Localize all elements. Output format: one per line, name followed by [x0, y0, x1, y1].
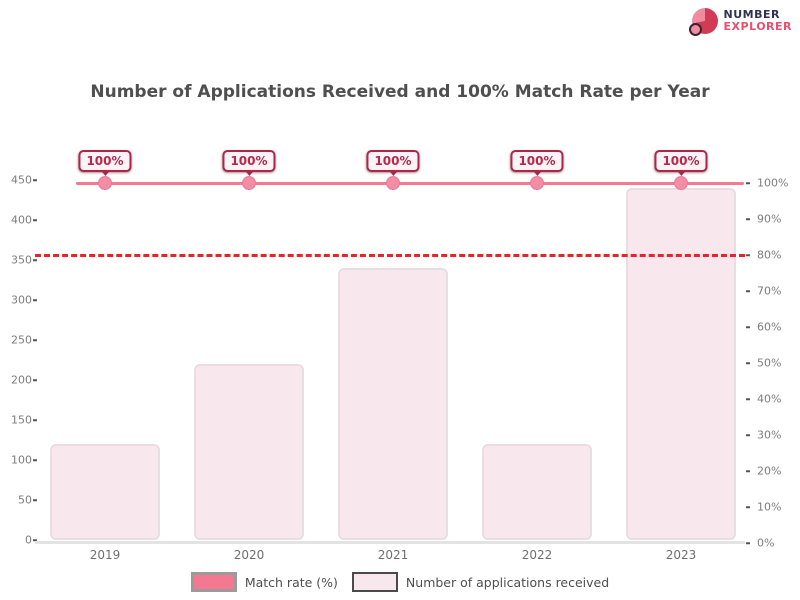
- match-rate-point-2020[interactable]: [242, 176, 256, 190]
- left-axis-tick-mark: [33, 499, 37, 501]
- right-axis-tick-mark: [746, 254, 750, 256]
- right-axis-tick-label: 50%: [757, 356, 782, 370]
- chart-title: Number of Applications Received and 100%…: [90, 82, 710, 102]
- legend-label-0: Match rate (%): [244, 574, 338, 590]
- right-axis-tick-mark: [746, 326, 750, 328]
- right-axis-tick-label: 40%: [757, 392, 782, 406]
- right-axis-tick-label: 10%: [757, 500, 782, 514]
- left-axis-tick-mark: [33, 219, 37, 221]
- x-axis-label-2021: 2021: [377, 548, 409, 562]
- right-axis-tick-label: 60%: [757, 320, 782, 334]
- x-axis-label-2023: 2023: [665, 548, 697, 562]
- match-rate-badge-2023[interactable]: 100%: [654, 150, 708, 172]
- right-axis-tick-mark: [746, 506, 750, 508]
- right-axis-tick-mark: [746, 182, 750, 184]
- bar-2023[interactable]: [626, 188, 736, 540]
- legend-swatch-1: [351, 572, 398, 592]
- legend-item-1[interactable]: Number of applications received: [351, 572, 610, 592]
- match-rate-point-2019[interactable]: [98, 176, 112, 190]
- left-axis-tick-mark: [33, 459, 37, 461]
- left-axis-tick-mark: [33, 259, 37, 261]
- legend-swatch-0: [190, 572, 237, 592]
- left-axis-tick-label: 300: [11, 293, 32, 307]
- right-axis-tick-label: 80%: [757, 248, 782, 262]
- match-rate-badge-2022[interactable]: 100%: [510, 150, 564, 172]
- right-axis-tick-mark: [746, 470, 750, 472]
- right-axis-tick-mark: [746, 290, 750, 292]
- left-axis-tick-label: 250: [11, 333, 32, 347]
- legend: Match rate (%) Number of applications rec…: [0, 572, 800, 592]
- match-rate-point-2023[interactable]: [674, 176, 688, 190]
- right-axis-tick-label: 30%: [757, 428, 782, 442]
- logo-text: NUMBER EXPLORER: [724, 9, 792, 32]
- right-axis-tick-label: 70%: [757, 284, 782, 298]
- right-axis-tick-mark: [746, 542, 750, 544]
- x-axis-label-2020: 2020: [233, 548, 265, 562]
- x-axis-line: [35, 541, 745, 544]
- left-axis-tick-label: 350: [11, 253, 32, 267]
- right-axis-tick-mark: [746, 362, 750, 364]
- left-axis-tick-label: 100: [11, 453, 32, 467]
- match-rate-badge-2020[interactable]: 100%: [222, 150, 276, 172]
- left-axis-tick-mark: [33, 419, 37, 421]
- right-axis-tick-label: 20%: [757, 464, 782, 478]
- bar-2019[interactable]: [50, 444, 160, 540]
- left-axis-tick-label: 450: [11, 173, 32, 187]
- bar-2020[interactable]: [194, 364, 304, 540]
- right-axis-tick-mark: [746, 398, 750, 400]
- right-axis-tick-label: 0%: [757, 536, 775, 550]
- match-rate-badge-2019[interactable]: 100%: [78, 150, 132, 172]
- left-axis-tick-label: 200: [11, 373, 32, 387]
- app-logo[interactable]: NUMBER EXPLORER: [688, 8, 792, 36]
- match-rate-line: [76, 181, 744, 185]
- right-axis-tick-label: 100%: [757, 176, 789, 190]
- right-axis-tick-label: 90%: [757, 212, 782, 226]
- left-axis-tick-label: 150: [11, 413, 32, 427]
- left-axis-tick-mark: [33, 179, 37, 181]
- logo-line1: NUMBER: [723, 8, 780, 22]
- threshold-line: [35, 254, 745, 257]
- pie-chart-logo-icon: [688, 8, 718, 36]
- left-axis-tick-label: 50: [18, 493, 32, 507]
- x-axis-label-2022: 2022: [521, 548, 553, 562]
- logo-line2: EXPLORER: [723, 20, 792, 33]
- right-axis-tick-mark: [746, 434, 750, 436]
- left-axis-tick-mark: [33, 539, 37, 541]
- left-axis-tick-mark: [33, 339, 37, 341]
- left-axis-tick-label: 400: [11, 213, 32, 227]
- bar-2022[interactable]: [482, 444, 592, 540]
- left-axis-tick-mark: [33, 299, 37, 301]
- legend-item-0[interactable]: Match rate (%): [190, 572, 338, 592]
- match-rate-point-2022[interactable]: [530, 176, 544, 190]
- match-rate-badge-2021[interactable]: 100%: [366, 150, 420, 172]
- left-axis-tick-mark: [33, 379, 37, 381]
- match-rate-point-2021[interactable]: [386, 176, 400, 190]
- legend-label-1: Number of applications received: [405, 574, 610, 590]
- right-axis-tick-mark: [746, 218, 750, 220]
- bar-2021[interactable]: [338, 268, 448, 540]
- left-axis-tick-label: 0: [25, 533, 32, 547]
- x-axis-label-2019: 2019: [89, 548, 121, 562]
